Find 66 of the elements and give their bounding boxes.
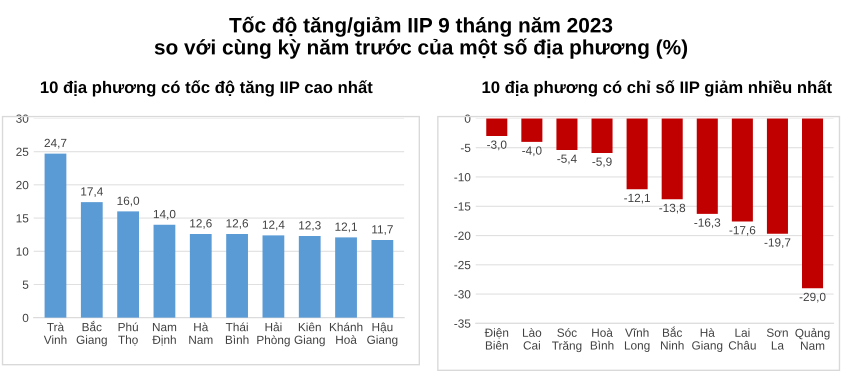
y-tick-label: -20 [454,232,470,240]
y-tick-label: 5 [22,280,28,289]
bar [80,202,103,318]
x-tick-label: Hải Phòng [257,322,290,346]
x-tick-label: Vĩnh Long [624,328,650,352]
x-tick-label: Hà Nam [189,322,212,344]
data-label: 12,1 [335,222,357,232]
data-label: -29,0 [800,292,826,302]
y-tick-label: 25 [16,148,28,156]
x-tick-label: Quảng Nam [795,328,830,350]
data-label: 12,6 [190,219,212,229]
data-label: 12,6 [226,219,248,229]
x-tick-label: Sóc Trăng [552,328,582,352]
bar [335,237,357,318]
x-tick-label: Thái Bình [226,322,248,344]
data-label: 12,3 [299,221,321,231]
y-tick-label: 0 [22,314,28,322]
y-tick-label: -25 [454,260,470,270]
data-label: 24,7 [44,138,66,149]
bar [117,211,140,318]
x-tick-label: Bắc Ninh [661,326,684,350]
bar [44,154,66,318]
x-tick-label: Hà Giang [692,328,722,352]
data-label: -13,8 [659,204,686,214]
x-tick-label: Lào Cai [522,328,542,350]
x-tick-label: Điện Biên [484,328,508,350]
chart-title: 10 địa phương có chỉ số IIP giảm nhiều nhất [482,80,832,97]
x-tick-label: Phú Thọ [118,322,138,346]
data-label: -5,9 [592,157,612,168]
y-tick-label: 10 [16,247,28,256]
x-tick-label: Hoà Bình [590,328,614,350]
x-tick-label: Bắc Giang [76,320,107,346]
x-tick-label: Khánh Hoà [330,322,362,344]
data-label: 12,4 [262,220,285,230]
bar [190,234,212,318]
x-tick-label: Sơn La [766,328,788,350]
y-tick-label: -5 [460,144,470,152]
y-tick-label: -15 [454,202,470,211]
bar [154,224,176,318]
y-tick-label: -35 [454,319,470,328]
data-label: 16,0 [118,196,140,206]
x-tick-label: Trà Vinh [44,322,66,344]
data-label: -19,7 [764,238,790,248]
data-label: -5,4 [557,154,577,164]
bar [262,235,284,318]
bar [371,240,394,318]
x-tick-label: Hậu Giang [367,322,398,346]
data-label: -12,1 [624,194,650,204]
data-label: -3,0 [487,140,506,150]
data-label: 11,7 [372,225,393,235]
chart-title: 10 địa phương có tốc độ tăng IIP cao nhất [40,80,373,97]
data-label: 17,4 [81,187,103,198]
x-tick-label: Nam Định [152,323,176,346]
y-tick-label: 20 [16,180,28,190]
text: Tốc độ tăng/giảm IIP 9 tháng năm 2023 so với cùng kỳ năm trước của một số địa phương (%) [154,16,688,59]
x-tick-label: Kiên Giang [294,322,325,346]
data-label: -4,0 [522,146,542,156]
data-label: -16,3 [694,218,720,228]
bar [298,236,321,318]
data-label: 14,0 [154,210,176,220]
y-tick-label: -10 [454,173,470,182]
bar [226,234,248,318]
y-tick-label: -30 [454,290,470,298]
y-tick-label: 15 [16,214,28,222]
x-tick-label: Lai Châu [728,328,756,350]
data-label: -17,6 [729,226,756,236]
